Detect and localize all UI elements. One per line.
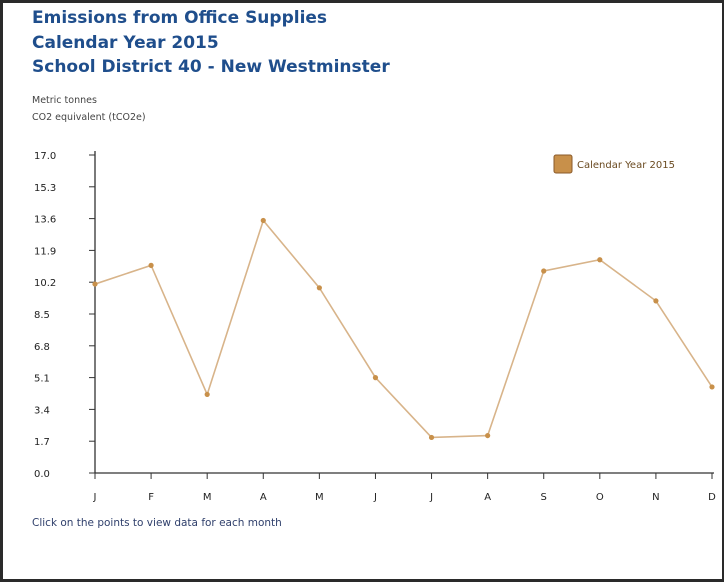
chart-subtitle-district: School District 40 - New Westminster [32, 57, 390, 77]
x-tick-label: F [148, 492, 154, 503]
frame-border-bottom [0, 579, 724, 582]
y-tick-label: 6.8 [34, 342, 50, 353]
y-tick-label: 5.1 [34, 374, 50, 385]
x-tick-label: J [373, 492, 377, 503]
x-tick-label: M [315, 492, 324, 503]
data-point[interactable] [597, 257, 603, 263]
frame-border-top [0, 0, 724, 3]
series-line [94, 218, 713, 439]
data-point[interactable] [428, 434, 435, 441]
y-axis-ticks: 0.0 1.7 3.4 5.1 6.8 8.5 10.2 11.9 13.6 15.3 17.0 [34, 151, 95, 480]
y-tick-label: 17.0 [34, 151, 56, 162]
data-point[interactable] [541, 268, 547, 274]
y-tick-label: 1.7 [34, 437, 50, 448]
x-tick-label: J [429, 492, 433, 503]
x-tick-label: A [260, 492, 267, 503]
x-tick-label: A [484, 492, 491, 503]
data-point[interactable] [148, 262, 154, 268]
y-tick-label: 0.0 [34, 469, 50, 480]
y-tick-label: 13.6 [34, 215, 56, 226]
chart-title: Emissions from Office Supplies [32, 8, 328, 28]
chart-axes [94, 151, 714, 474]
frame-border-left [0, 0, 3, 582]
data-point[interactable] [260, 217, 266, 224]
legend-swatch [553, 154, 573, 174]
y-axis-unit-label: Metric tonnes [32, 95, 97, 106]
chart-subtitle-year: Calendar Year 2015 [32, 33, 219, 53]
frame-border-right [722, 0, 724, 582]
x-tick-label: M [203, 492, 212, 503]
y-tick-label: 11.9 [34, 246, 56, 257]
footnote-instruction: Click on the points to view data for eac… [32, 517, 282, 529]
legend-label: Calendar Year 2015 [577, 160, 675, 171]
y-axis-unit-sublabel: CO2 equivalent (tCO2e) [32, 112, 146, 123]
y-tick-label: 8.5 [34, 310, 50, 321]
x-tick-label: S [541, 492, 547, 503]
x-tick-label: O [596, 492, 604, 503]
x-tick-label: D [708, 492, 716, 503]
y-tick-label: 15.3 [34, 183, 56, 194]
data-point[interactable] [709, 384, 715, 390]
data-point[interactable] [204, 391, 210, 398]
data-point[interactable] [316, 285, 322, 291]
x-tick-label: J [93, 492, 97, 503]
data-point[interactable] [92, 281, 98, 287]
series-group [92, 217, 715, 441]
y-tick-label: 3.4 [34, 405, 50, 416]
data-point[interactable] [485, 432, 491, 439]
legend: Calendar Year 2015 [553, 154, 675, 174]
x-tick-label: N [652, 492, 659, 503]
data-point[interactable] [372, 375, 379, 381]
data-point[interactable] [653, 298, 659, 304]
y-tick-label: 10.2 [34, 278, 56, 289]
